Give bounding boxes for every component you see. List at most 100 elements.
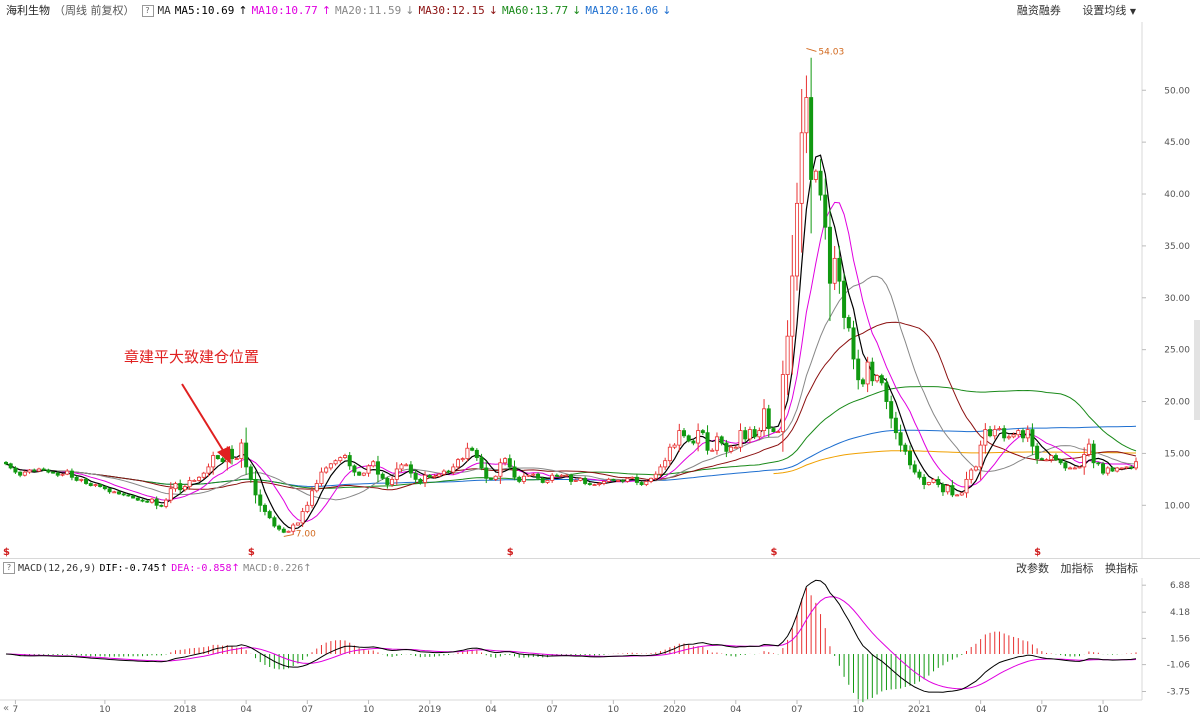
candle-body <box>663 460 668 468</box>
ma5-arrow-icon: ↑ <box>238 4 248 17</box>
candle-body <box>842 280 847 318</box>
ma60-arrow-icon: ↓ <box>572 4 582 17</box>
candle-body <box>55 472 60 476</box>
candle-body <box>239 442 244 460</box>
switch-indicator-button[interactable]: 换指标 <box>1105 562 1138 575</box>
candle-body <box>611 478 616 481</box>
candle-body <box>437 473 442 477</box>
candle-body <box>790 275 795 337</box>
candle-body <box>493 475 498 480</box>
candle-body <box>1134 461 1139 469</box>
candle-body <box>983 429 988 446</box>
candle-body <box>620 480 625 482</box>
candle-body <box>512 466 517 478</box>
candle-body <box>766 408 771 429</box>
macd-help-icon[interactable]: ? <box>3 562 15 574</box>
candle-body <box>366 465 371 474</box>
annotation-text: 章建平大致建仓位置 <box>124 348 259 366</box>
candle-body <box>352 465 357 473</box>
candle-body <box>729 446 734 452</box>
time-tick-label: 10 <box>608 705 620 715</box>
candle-body <box>408 464 413 474</box>
candle-body <box>752 429 757 438</box>
help-icon[interactable]: ? <box>141 5 154 17</box>
change-params-button[interactable]: 改参数 <box>1016 562 1049 575</box>
margin-trading-button[interactable]: 融资融券 <box>1016 4 1061 17</box>
candle-body <box>479 457 484 469</box>
price-axis: 50.00 45.00 40.00 35.00 30.00 25.00 20.00 15.00… <box>1142 86 1190 511</box>
macd-tick-label: 1.56 <box>1170 634 1190 644</box>
candle-body <box>682 430 687 437</box>
candle-body <box>27 469 32 473</box>
time-tick-label: 04 <box>240 705 252 715</box>
candle-body <box>837 257 842 282</box>
candle-body <box>69 470 74 478</box>
candle-body <box>649 477 654 482</box>
candle-body <box>677 430 682 446</box>
candle-body <box>1063 462 1068 469</box>
candle-body <box>955 494 960 497</box>
candle-body <box>229 448 234 460</box>
candle-body <box>964 478 969 494</box>
candle-body <box>780 374 785 433</box>
candle-body <box>578 477 583 481</box>
candle-body <box>945 485 950 493</box>
candle-body <box>262 504 267 512</box>
candle-body <box>601 481 606 484</box>
candle-body <box>88 483 93 486</box>
candle-body <box>973 466 978 471</box>
vertical-scrollbar[interactable] <box>1194 320 1200 420</box>
candle-body <box>192 480 197 482</box>
candle-body <box>380 473 385 479</box>
candle-body <box>724 442 729 452</box>
candle-body <box>606 478 611 482</box>
candle-body <box>875 375 880 382</box>
candle-body <box>390 478 395 485</box>
candle-body <box>912 464 917 473</box>
time-tick-label: 2021 <box>908 705 931 715</box>
candle-body <box>131 495 136 499</box>
ma120-arrow-icon: ↓ <box>662 4 672 17</box>
settings-ma-button[interactable]: 设置均线 ▼ <box>1082 4 1136 17</box>
candle-body <box>173 483 178 490</box>
candle-body <box>823 194 828 228</box>
time-tick-label: 04 <box>975 705 987 715</box>
candle-body <box>776 431 781 434</box>
candle-body <box>324 467 329 473</box>
candle-body <box>4 461 9 465</box>
time-tick-label: 07 <box>1036 705 1047 715</box>
candle-body <box>832 257 837 284</box>
candle-body <box>992 429 997 437</box>
add-indicator-button[interactable]: 加指标 <box>1060 562 1094 575</box>
candle-body <box>1119 467 1124 470</box>
dea-value: DEA:-0.858 <box>171 563 232 574</box>
candle-body <box>18 471 23 476</box>
candle-body <box>714 436 719 451</box>
candle-body <box>314 483 319 492</box>
candle-body <box>253 478 258 496</box>
candle-body <box>1006 436 1011 439</box>
candle-body <box>870 361 875 382</box>
candle-body <box>446 470 451 473</box>
candle-body <box>135 497 140 501</box>
candle-body <box>1101 463 1106 474</box>
dividend-marker: $ <box>3 547 10 558</box>
candle-body <box>554 474 559 477</box>
candle-body <box>997 428 1002 430</box>
candle-body <box>455 459 460 468</box>
scroll-left-icon[interactable]: « <box>3 703 9 714</box>
candle-body <box>644 481 649 485</box>
candle-body <box>187 480 192 488</box>
time-tick-label: 07 <box>546 705 557 715</box>
candle-body <box>474 449 479 458</box>
time-tick-label: 10 <box>99 705 111 715</box>
candle-body <box>597 483 602 485</box>
candle-body <box>630 476 635 479</box>
candle-body <box>959 492 964 496</box>
candle-body <box>658 466 663 475</box>
candle-body <box>201 472 206 478</box>
candle-body <box>922 476 927 485</box>
macd-header: ? MACD(12,26,9) DIF:-0.745↑ DEA:-0.858↑ M… <box>0 558 1200 579</box>
ma-label: MA <box>157 4 171 17</box>
